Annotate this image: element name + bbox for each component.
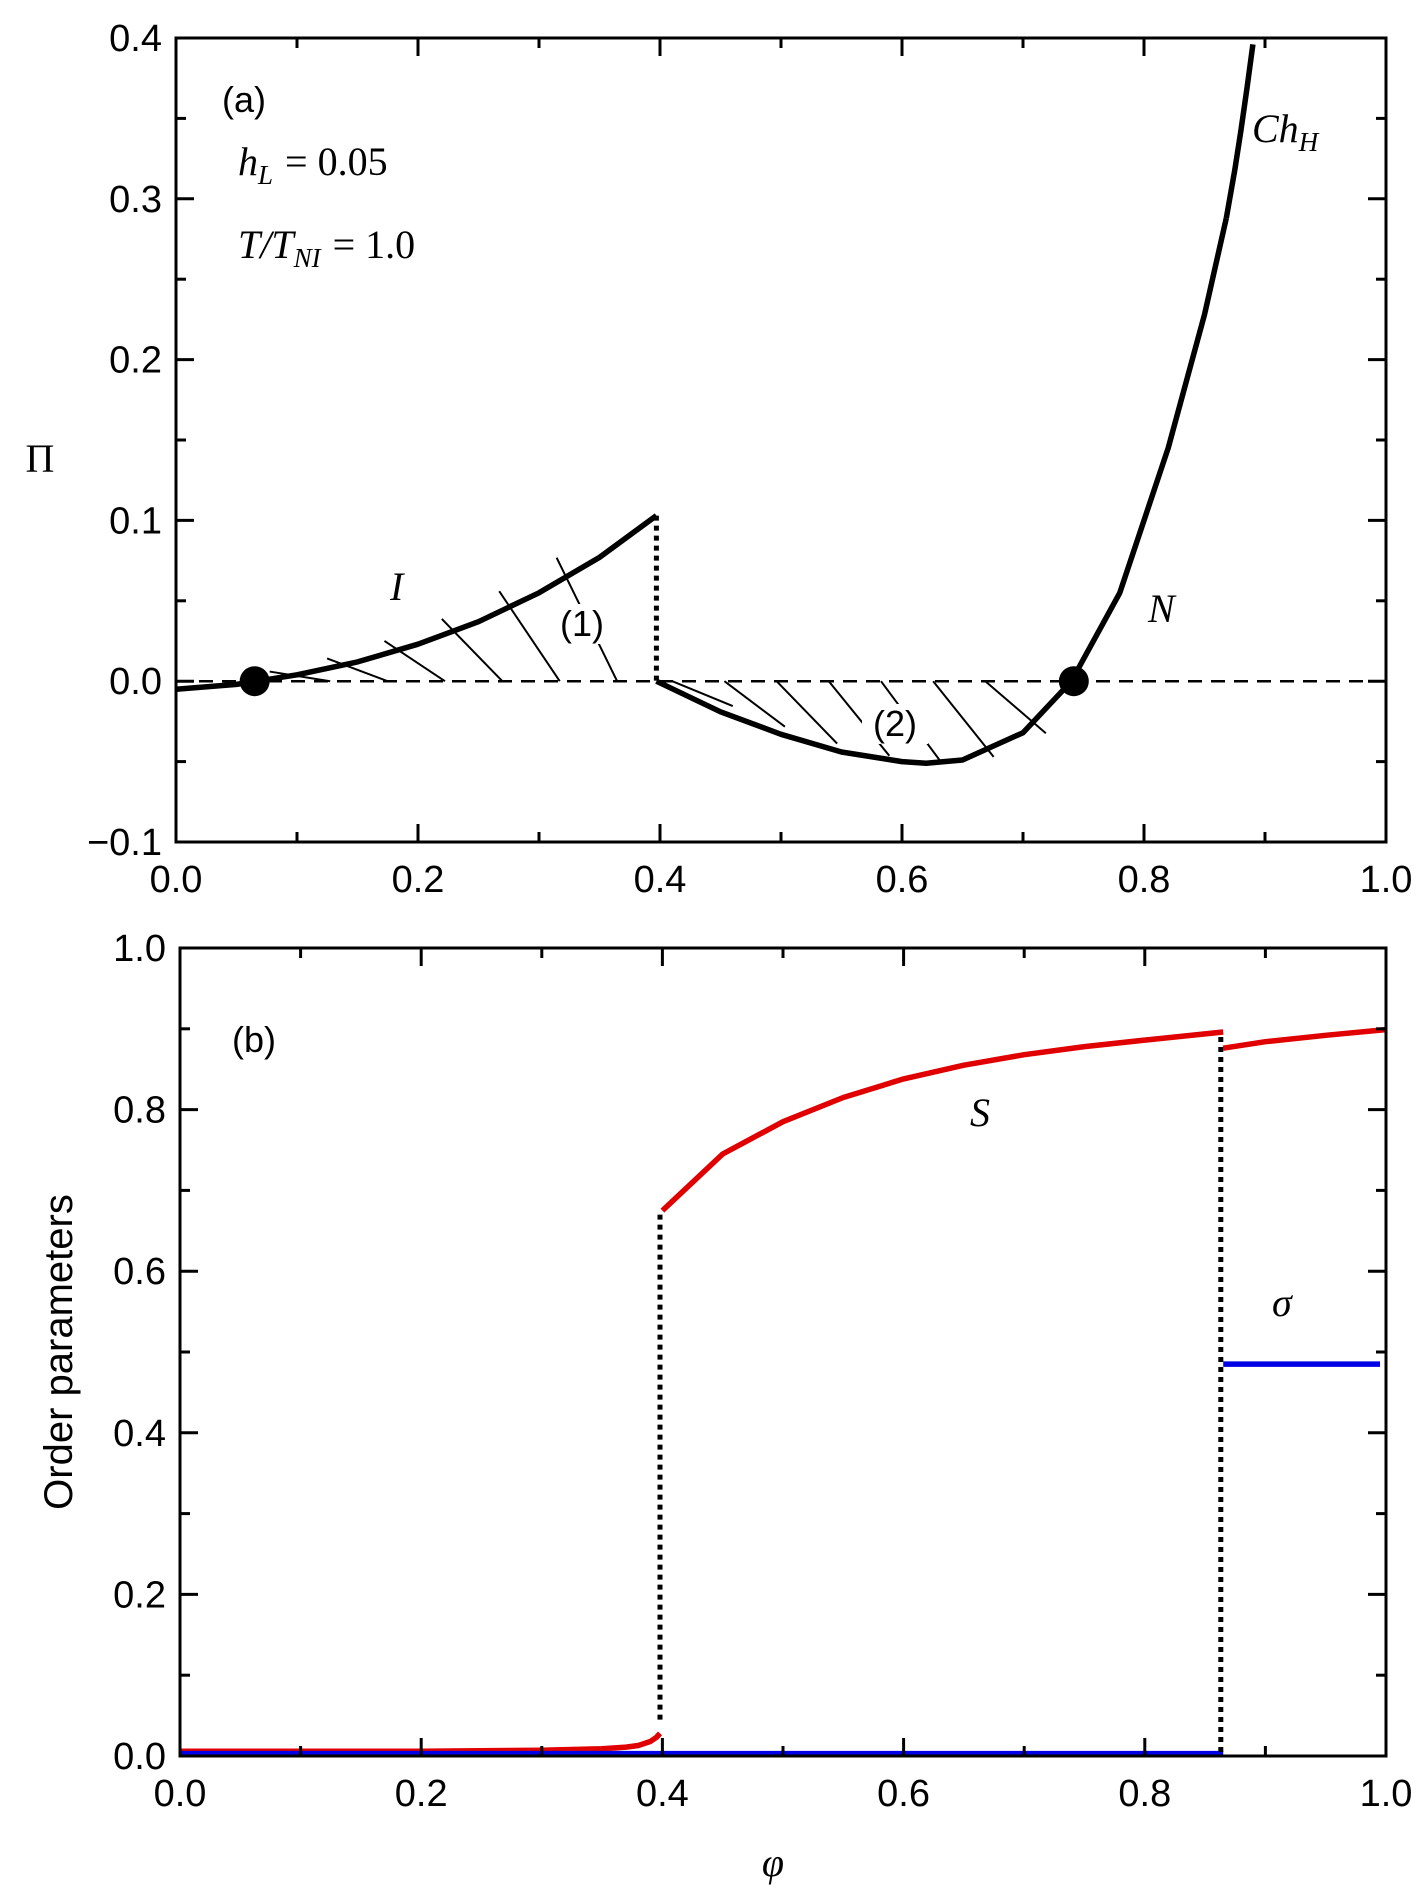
label-region-1: (1) xyxy=(560,603,604,644)
panel-b-ytick-label: 0.8 xyxy=(113,1090,166,1132)
coexistence-point xyxy=(1058,666,1089,697)
panel-b-xtick-label: 0.8 xyxy=(1118,1773,1171,1815)
panel-a-ytick-label: 0.4 xyxy=(109,18,162,60)
panel-b-xtick-label: 0.0 xyxy=(154,1773,207,1815)
series-n xyxy=(655,217,1229,766)
panel-b-ticks: 0.0 0.2 0.4 0.6 0.8 1.0 0.0 0.2 0.4 0.6 0.8 1.0 xyxy=(113,928,1412,1815)
panel-a-xtick-label: 0.6 xyxy=(876,859,929,901)
label-region-2: (2) xyxy=(873,703,917,744)
panel-b-xtick-label: 1.0 xyxy=(1360,1773,1413,1815)
panel-a-ylabel: Π xyxy=(26,436,55,481)
label-nematic: N xyxy=(1147,586,1177,631)
label-sigma: σ xyxy=(1272,1280,1293,1325)
series-ch-h xyxy=(1223,44,1256,219)
series-s-cholesteric xyxy=(1222,1026,1386,1051)
panel-a-label: (a) xyxy=(222,79,266,120)
hatch-line xyxy=(383,640,446,683)
panel-a-markers xyxy=(239,666,1089,697)
hatch-line xyxy=(984,680,1047,735)
panel-b-ytick-label: 0.2 xyxy=(113,1574,166,1616)
panel-a-xtick-label: 0.4 xyxy=(634,859,687,901)
panel-a-ytick-label: 0.2 xyxy=(109,340,162,382)
panel-b-frame xyxy=(178,946,1388,1758)
label-S: S xyxy=(970,1090,990,1135)
panel-a-xtick-label: 0.8 xyxy=(1118,859,1171,901)
annotation-hl: hL = 0.05 xyxy=(238,139,388,190)
panel-a-ytick-label: −0.1 xyxy=(87,822,162,864)
panel-b-label: (b) xyxy=(232,1019,276,1060)
panel-b-xlabel: φ xyxy=(762,1840,784,1885)
hatch-line xyxy=(723,680,786,728)
panel-b-xtick-label: 0.6 xyxy=(877,1773,930,1815)
hatch-line xyxy=(932,680,995,758)
hatch-line xyxy=(326,657,388,683)
panel-a-ytick-label: 0.0 xyxy=(109,661,162,703)
panel-a-xtick-label: 0.2 xyxy=(392,859,445,901)
panel-b-ytick-label: 0.0 xyxy=(113,1736,166,1778)
hatch-line xyxy=(441,618,504,682)
panel-b-ytick-label: 0.4 xyxy=(113,1413,166,1455)
panel-a-xtick-label: 1.0 xyxy=(1360,859,1413,901)
hatch-line xyxy=(775,680,838,745)
panel-b-ytick-label: 1.0 xyxy=(113,928,166,970)
panel-a-xtick-label: 0.0 xyxy=(150,859,203,901)
panel-a-ytick-label: 0.3 xyxy=(109,179,162,221)
coexistence-point xyxy=(239,666,270,697)
panel-b-ytick-label: 0.6 xyxy=(113,1251,166,1293)
panel-b-xtick-label: 0.4 xyxy=(636,1773,689,1815)
annotation-temperature: T/TNI = 1.0 xyxy=(238,222,415,273)
panel-b: 0.0 0.2 0.4 0.6 0.8 1.0 0.0 0.2 0.4 0.6 0.8 1.0 (b)… xyxy=(37,928,1412,1885)
panel-b-xtick-label: 0.2 xyxy=(395,1773,448,1815)
panel-b-marks xyxy=(180,1026,1386,1756)
panel-b-ylabel: Order parameters xyxy=(37,1194,81,1510)
label-isotropic: I xyxy=(389,564,405,609)
panel-a-ytick-label: 0.1 xyxy=(109,500,162,542)
panel-a: 0.0 0.2 0.4 0.6 0.8 1.0−0.10.00.10.20.30.4 (a… xyxy=(26,18,1413,901)
hatch-line xyxy=(671,680,734,707)
panel-a-ticks: 0.0 0.2 0.4 0.6 0.8 1.0−0.10.00.10.20.30.4 xyxy=(87,18,1412,901)
series-s-nematic xyxy=(660,1029,1224,1213)
label-cholesteric: ChH xyxy=(1252,106,1320,157)
